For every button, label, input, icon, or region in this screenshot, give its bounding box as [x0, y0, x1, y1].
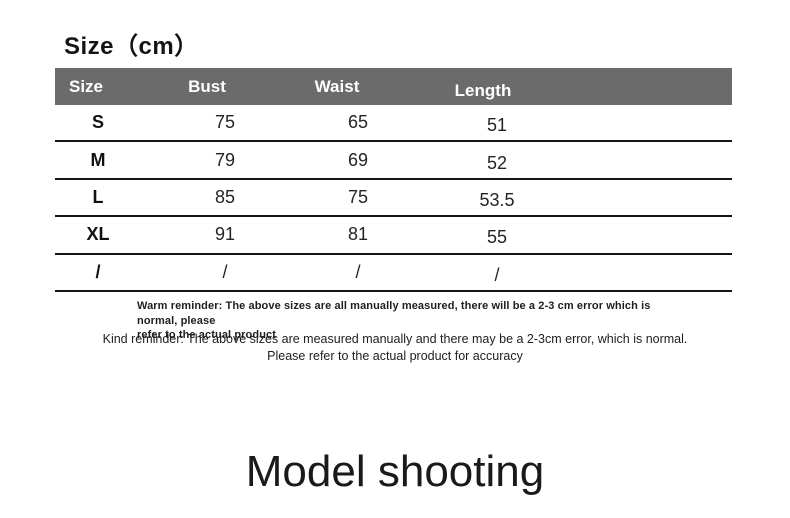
- size-cell: L: [92, 186, 104, 207]
- model-shooting-heading: Model shooting: [245, 447, 545, 496]
- length-cell: 53.5: [479, 189, 515, 210]
- bust-cell: 85: [214, 186, 236, 207]
- page-title: Size（cm）: [64, 33, 199, 60]
- bust-cell: 75: [214, 112, 236, 133]
- kind-reminder-note: Kind reminder: The above sizes are measu…: [0, 331, 790, 364]
- bust-cell: 91: [214, 224, 236, 245]
- length-cell: 52: [486, 152, 508, 173]
- table-row: XL 91 81 55: [55, 217, 732, 255]
- table-row: / / / /: [55, 255, 732, 292]
- warm-reminder-line2: refer to the actual product: [137, 329, 276, 341]
- warm-reminder-note: Warm reminder: The above sizes are all m…: [137, 299, 682, 343]
- waist-cell: 75: [347, 186, 369, 207]
- table-row: M 79 69 52: [55, 142, 732, 180]
- waist-cell: 81: [347, 224, 369, 245]
- column-header-waist: Waist: [314, 76, 360, 96]
- kind-reminder-line2: Please refer to the actual product for a…: [267, 348, 523, 363]
- kind-reminder-line1: Kind reminder: The above sizes are measu…: [102, 332, 688, 346]
- column-header-length: Length: [454, 80, 512, 100]
- size-cell: M: [90, 149, 106, 170]
- bust-cell: /: [222, 261, 228, 282]
- table-row: S 75 65 51: [55, 105, 732, 143]
- size-table-header: Size Bust Waist Length: [55, 68, 732, 105]
- column-header-bust: Bust: [188, 76, 226, 96]
- column-header-size: Size: [68, 76, 104, 96]
- waist-cell: 69: [347, 149, 369, 170]
- size-cell: XL: [86, 224, 110, 245]
- table-row: L 85 75 53.5: [55, 180, 732, 218]
- size-table: Size Bust Waist Length S 75 65 51 M 79 6…: [55, 68, 732, 292]
- waist-cell: 65: [347, 112, 369, 133]
- length-cell: 51: [486, 115, 508, 136]
- size-cell: /: [95, 261, 101, 282]
- length-cell: /: [494, 264, 500, 285]
- length-cell: 55: [486, 227, 508, 248]
- waist-cell: /: [355, 261, 361, 282]
- size-cell: S: [91, 112, 104, 133]
- warm-reminder-line1: Warm reminder: The above sizes are all m…: [137, 300, 651, 327]
- bust-cell: 79: [214, 149, 236, 170]
